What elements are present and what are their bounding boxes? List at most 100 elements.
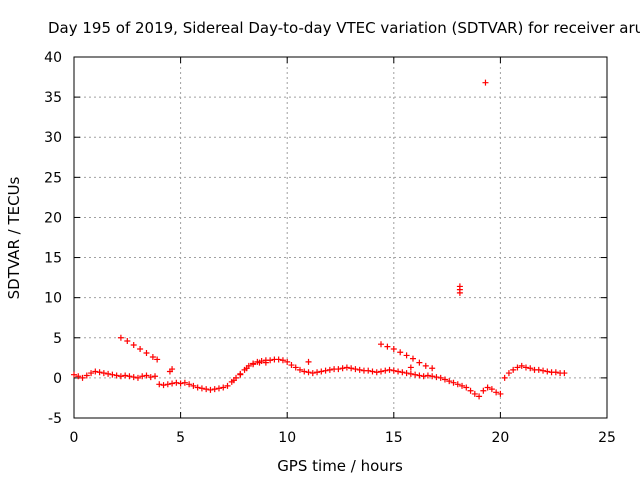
data-point <box>514 364 521 371</box>
data-point <box>416 372 423 379</box>
y-tick-label: 0 <box>53 371 62 387</box>
data-point <box>505 370 512 377</box>
data-point <box>527 365 534 372</box>
data-point <box>314 369 321 376</box>
y-tick-label: -5 <box>48 411 62 427</box>
data-point <box>318 368 325 375</box>
data-point <box>422 362 429 369</box>
data-point <box>540 367 547 374</box>
data-point <box>130 374 137 381</box>
y-tick-label: 5 <box>53 331 62 347</box>
data-point <box>420 373 427 380</box>
data-point <box>169 380 176 387</box>
data-point <box>322 367 329 374</box>
data-point <box>152 373 159 380</box>
data-point <box>139 373 146 380</box>
data-point <box>117 334 124 341</box>
data-point <box>378 341 385 348</box>
data-point <box>275 356 282 363</box>
data-point <box>535 366 542 373</box>
data-point <box>194 384 201 391</box>
data-point <box>256 359 263 366</box>
data-point <box>113 372 120 379</box>
data-point <box>429 365 436 372</box>
x-tick-label: 20 <box>491 430 509 446</box>
data-point <box>326 366 333 373</box>
data-point <box>96 369 103 376</box>
data-point <box>456 283 463 290</box>
data-point <box>126 373 133 380</box>
data-point <box>83 372 90 379</box>
data-point <box>412 371 419 378</box>
data-point <box>88 370 95 377</box>
y-tick-label: 25 <box>44 170 62 186</box>
y-tick-label: 40 <box>44 50 62 66</box>
data-point <box>190 382 197 389</box>
data-point <box>288 362 295 369</box>
data-point <box>356 366 363 373</box>
data-point <box>143 350 150 357</box>
data-point <box>156 381 163 388</box>
data-point <box>407 364 414 371</box>
data-point <box>369 368 376 375</box>
data-point <box>292 364 299 371</box>
data-point <box>143 372 150 379</box>
data-point <box>147 374 154 381</box>
data-point <box>378 368 385 375</box>
data-point <box>207 386 214 393</box>
data-point <box>284 358 291 365</box>
x-tick-label: 15 <box>385 430 403 446</box>
data-point <box>459 382 466 389</box>
data-point <box>305 369 312 376</box>
data-point <box>173 379 180 386</box>
data-point <box>296 366 303 373</box>
y-tick-label: 35 <box>44 90 62 106</box>
data-point <box>429 373 436 380</box>
data-point <box>134 374 141 381</box>
data-point <box>117 373 124 380</box>
data-points <box>71 79 568 400</box>
axis-ticks: 0 5 10 15 20 25 -5 0 5 10 15 20 25 30 35 40 <box>44 50 616 446</box>
data-point <box>561 370 568 377</box>
data-point <box>301 368 308 375</box>
data-point <box>237 370 244 377</box>
grid-lines <box>74 57 607 418</box>
data-point <box>348 365 355 372</box>
data-point <box>397 349 404 356</box>
y-tick-label: 30 <box>44 130 62 146</box>
data-point <box>552 369 559 376</box>
data-point <box>384 343 391 350</box>
data-point <box>484 384 491 391</box>
x-axis-label: GPS time / hours <box>277 457 403 475</box>
x-tick-label: 0 <box>70 430 79 446</box>
data-point <box>390 367 397 374</box>
data-point <box>476 393 483 400</box>
data-point <box>279 357 286 364</box>
data-point <box>160 382 167 389</box>
data-point <box>177 380 184 387</box>
data-point <box>409 355 416 362</box>
data-point <box>250 361 257 368</box>
data-point <box>390 346 397 353</box>
data-point <box>203 386 210 393</box>
data-point <box>480 387 487 394</box>
data-point <box>211 386 218 393</box>
data-point <box>92 368 99 375</box>
data-point <box>446 378 453 385</box>
data-point <box>544 368 551 375</box>
data-point <box>407 370 414 377</box>
data-point <box>403 370 410 377</box>
data-point <box>493 389 500 396</box>
data-point <box>433 374 440 381</box>
data-point <box>467 387 474 394</box>
data-point <box>501 374 508 381</box>
data-point <box>335 366 342 373</box>
data-point <box>79 374 86 381</box>
data-point <box>262 359 269 366</box>
data-point <box>365 367 372 374</box>
data-point <box>224 382 231 389</box>
data-point <box>109 371 116 378</box>
data-point <box>450 379 457 386</box>
chart-title: Day 195 of 2019, Sidereal Day-to-day VTE… <box>48 19 640 37</box>
data-point <box>186 381 193 388</box>
